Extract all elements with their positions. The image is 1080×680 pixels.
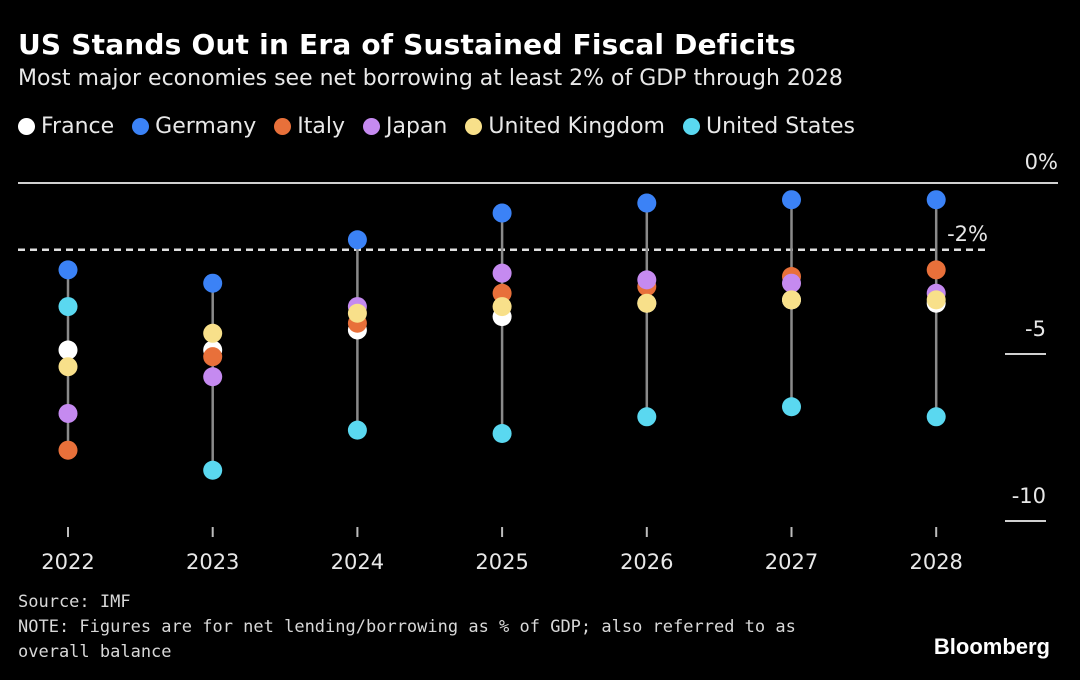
x-tick-label: 2025 [475,550,528,574]
point-italy [926,260,946,280]
legend-dot-united-kingdom [465,118,483,135]
point-germany [58,260,78,280]
point-united-states [637,407,657,427]
point-united-kingdom [926,290,946,310]
point-japan [637,270,657,290]
legend-dot-united-states [682,118,700,135]
legend-dot-japan [363,118,381,135]
x-tick-label: 2027 [765,550,818,574]
point-japan [203,367,223,387]
point-united-states [347,420,367,440]
point-japan [492,263,512,283]
point-united-kingdom [782,290,801,310]
legend-label-france: France [41,114,115,139]
point-united-states [782,397,801,417]
point-italy [492,283,512,303]
x-tick-label: 2026 [620,550,673,574]
point-germany [203,273,223,293]
point-italy [203,347,223,367]
point-united-kingdom [203,323,223,343]
legend-item-united-kingdom: United Kingdom [465,114,665,139]
methodology-note: NOTE: Figures are for net lending/borrow… [18,617,796,662]
point-italy [58,440,78,460]
y-tick-label: -2% [947,222,988,246]
point-united-kingdom [492,297,512,317]
point-united-states [58,297,78,317]
legend-dot-italy [274,118,292,135]
point-united-kingdom [58,357,78,377]
x-tick-label: 2022 [41,550,94,574]
legend: France Germany Italy Japan United Kingdo… [18,114,855,139]
x-tick-label: 2028 [909,550,962,574]
point-united-kingdom [347,303,367,323]
point-france [58,340,78,360]
legend-dot-france [18,118,35,135]
point-united-kingdom [637,293,657,313]
point-japan [782,273,801,293]
y-tick-label: -10 [1012,484,1046,508]
x-tick-label: 2023 [186,550,239,574]
point-germany [347,230,367,250]
point-japan [58,403,78,423]
point-united-states [926,407,946,427]
source-note: Source: IMF [18,592,131,612]
legend-item-italy: Italy [274,114,345,139]
legend-item-united-states: United States [682,114,855,139]
point-germany [492,203,512,223]
point-germany [926,190,946,210]
legend-item-france: France [18,114,114,139]
legend-label-united-kingdom: United Kingdom [488,114,665,139]
legend-item-germany: Germany [132,114,256,139]
point-germany [637,193,657,213]
legend-label-united-states: United States [705,114,855,139]
legend-label-germany: Germany [155,114,257,139]
legend-label-japan: Japan [386,114,448,139]
legend-label-italy: Italy [297,114,346,139]
chart-subtitle: Most major economies see net borrowing a… [18,66,843,91]
point-united-states [492,424,512,443]
x-tick-label: 2024 [331,550,384,574]
footer: Source: IMF NOTE: Figures are for net le… [18,590,838,665]
legend-item-japan: Japan [363,114,447,139]
chart-title: US Stands Out in Era of Sustained Fiscal… [18,28,797,61]
chart-plot: 0% -2% -5 -10 2022 2023 2024 2025 2026 2027 2028 [18,150,1058,574]
bloomberg-logo: Bloomberg [933,634,1050,659]
y-tick-label: 0% [1025,150,1058,174]
y-tick-label: -5 [1025,317,1046,341]
legend-dot-germany [132,118,150,135]
point-germany [782,190,801,210]
point-united-states [203,460,223,480]
